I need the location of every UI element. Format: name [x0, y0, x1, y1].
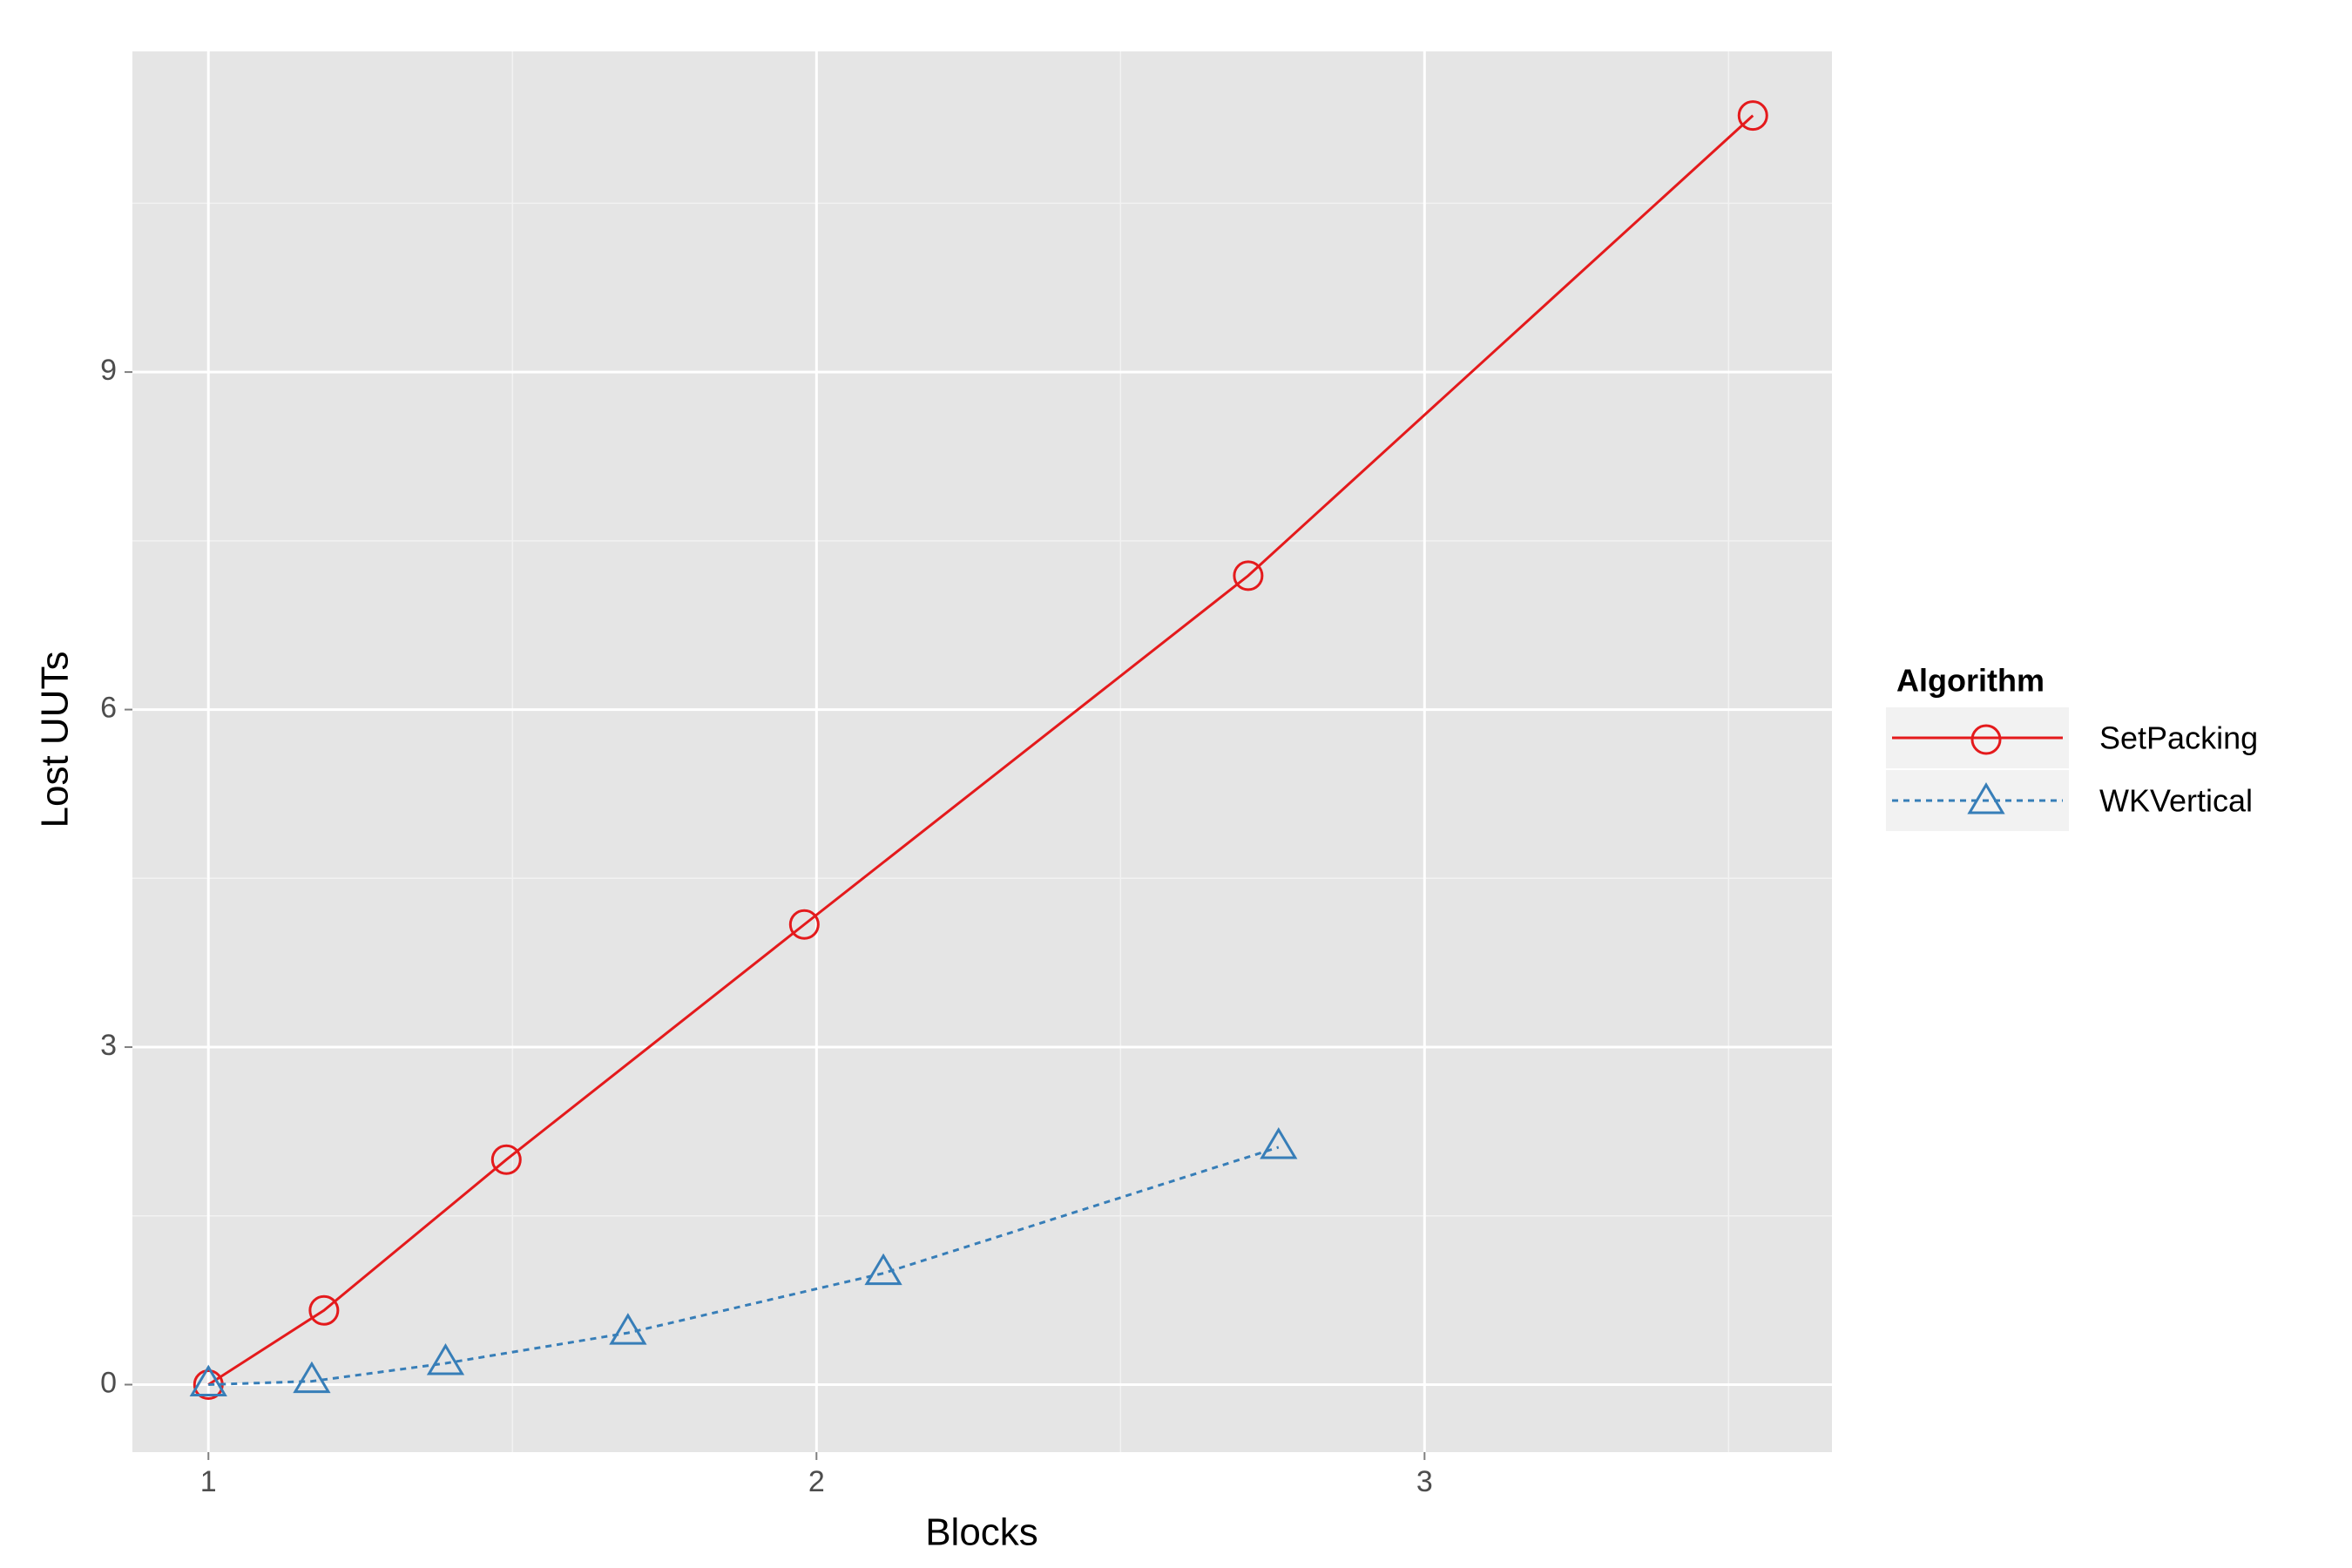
- legend-label: SetPacking: [2099, 720, 2258, 756]
- series-line: [207, 114, 1754, 1386]
- legend-label: WKVertical: [2099, 783, 2253, 819]
- series-line: [208, 1146, 1280, 1387]
- x-tick-label: 3: [1416, 1465, 1433, 1498]
- x-tick-label: 1: [200, 1465, 217, 1498]
- marker: [1967, 782, 2005, 814]
- y-tick-label: 9: [100, 354, 117, 387]
- plot-background: [132, 51, 1832, 1452]
- y-tick-label: 6: [100, 692, 117, 725]
- marker: [490, 1144, 522, 1175]
- marker: [1970, 724, 2002, 755]
- marker: [308, 1294, 340, 1326]
- y-tick-label: 3: [100, 1029, 117, 1062]
- legend-title: Algorithm: [1896, 663, 2044, 699]
- x-axis-title: Blocks: [925, 1511, 1038, 1554]
- y-tick-label: 0: [100, 1366, 117, 1399]
- marker: [426, 1343, 465, 1375]
- marker: [1233, 560, 1264, 591]
- marker: [1260, 1127, 1298, 1159]
- marker: [788, 909, 820, 940]
- marker: [609, 1313, 647, 1345]
- marker: [293, 1361, 331, 1394]
- marker: [864, 1253, 902, 1286]
- marker: [1737, 100, 1768, 132]
- marker: [189, 1364, 227, 1397]
- y-axis-title: Lost UUTs: [34, 652, 77, 828]
- x-tick-label: 2: [808, 1465, 825, 1498]
